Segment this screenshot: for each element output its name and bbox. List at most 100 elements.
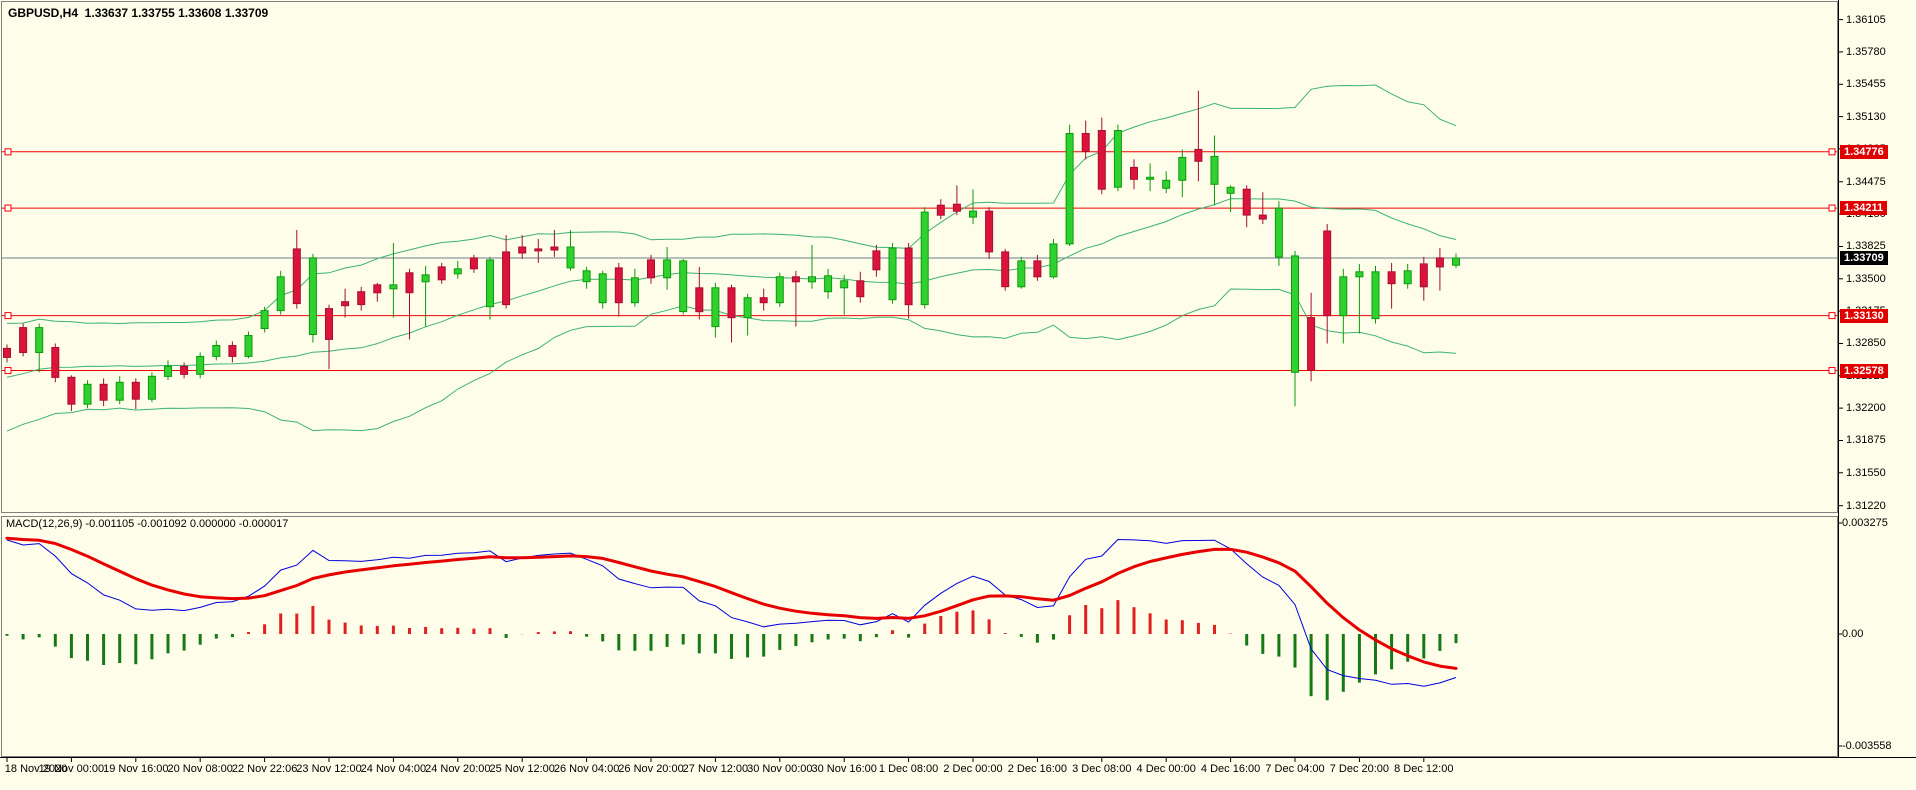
level-price-badge: 1.34211 — [1840, 201, 1888, 216]
time-tick-label: 19 Nov 00:00 — [38, 763, 105, 775]
candle-bull — [775, 272, 784, 307]
candle-bull — [840, 274, 849, 315]
candle-bull — [743, 293, 752, 336]
candle-bear — [759, 288, 768, 311]
time-tick-label: 26 Nov 04:00 — [553, 763, 620, 775]
candle-bull — [1355, 263, 1364, 334]
candle-bear — [1130, 159, 1138, 190]
candle-bear — [1323, 224, 1332, 344]
candle-bear — [67, 375, 76, 412]
line-handle-icon[interactable] — [1828, 312, 1836, 320]
candle-bear — [647, 254, 655, 284]
price-tick-label: 1.36105 — [1846, 13, 1886, 26]
time-tick-label: 23 Nov 12:00 — [296, 763, 362, 775]
candle-bull — [244, 331, 253, 359]
candle-bear — [1258, 192, 1267, 225]
candle-bear — [341, 288, 350, 318]
candle-bull — [389, 243, 398, 318]
level-price-badge: 1.34776 — [1840, 144, 1888, 159]
time-tick-label: 7 Dec 20:00 — [1329, 763, 1390, 775]
line-handle-icon[interactable] — [4, 367, 12, 375]
candle-bear — [51, 343, 60, 383]
candle-bear — [180, 362, 189, 379]
candle-bull — [582, 266, 591, 289]
time-tick-label: 20 Nov 08:00 — [167, 763, 233, 775]
horizontal-level-lines[interactable] — [2, 148, 1838, 375]
candle-bull — [1403, 263, 1412, 289]
candle-bull — [1274, 201, 1283, 266]
candle-bear — [904, 243, 913, 319]
candle-bear — [228, 341, 237, 363]
candle-bear — [1387, 262, 1396, 309]
candle-bull — [486, 256, 494, 320]
macd-tick-label: -0.003558 — [1842, 740, 1892, 752]
candle-bull — [1017, 256, 1026, 289]
candle-bear — [1194, 90, 1203, 182]
candle-bear — [99, 378, 108, 407]
macd-histogram — [5, 600, 1458, 701]
candle-bull — [1049, 239, 1058, 279]
candle-bull — [212, 340, 221, 361]
line-handle-icon[interactable] — [4, 148, 12, 156]
time-tick-label: 25 Nov 12:00 — [489, 763, 555, 775]
candle-bear — [550, 230, 559, 257]
level-price-badge: 1.33130 — [1840, 308, 1888, 323]
candle-bear — [19, 323, 28, 357]
price-tick-label: 1.34475 — [1846, 175, 1886, 188]
candle-bull — [1226, 185, 1235, 213]
candle-bull — [920, 207, 929, 309]
candle-bear — [1001, 248, 1010, 291]
candle-bear — [872, 245, 881, 277]
candle-bull — [808, 245, 816, 289]
line-handle-icon[interactable] — [1828, 367, 1836, 375]
line-handle-icon[interactable] — [1828, 148, 1836, 156]
candle-bull — [969, 189, 977, 225]
time-tick-label: 26 Nov 20:00 — [618, 763, 684, 775]
candle-bear — [695, 266, 704, 320]
candle-bear — [405, 268, 414, 340]
time-tick-label: 2 Dec 00:00 — [943, 763, 1003, 775]
line-handle-icon[interactable] — [4, 204, 12, 212]
candle-bear — [131, 378, 140, 410]
candle-bull — [824, 268, 833, 299]
candle-bull — [421, 265, 430, 327]
time-tick-label: 30 Nov 16:00 — [811, 763, 877, 775]
candle-bull — [83, 380, 92, 409]
price-tick-label: 1.31550 — [1846, 466, 1886, 479]
price-tick-label: 1.35780 — [1846, 45, 1886, 58]
candle-bull — [1339, 268, 1348, 344]
candle-bear — [1097, 117, 1106, 195]
time-tick-label: 7 Dec 04:00 — [1265, 763, 1325, 775]
time-tick-label: 27 Nov 12:00 — [682, 763, 749, 775]
line-handle-icon[interactable] — [4, 312, 12, 320]
candles — [3, 90, 1460, 412]
candle-bull — [630, 268, 639, 307]
time-tick-label: 4 Dec 00:00 — [1136, 763, 1196, 775]
candle-bull — [566, 230, 575, 271]
candle-bull — [1162, 171, 1171, 194]
candle-bull — [147, 372, 156, 403]
time-tick-label: 30 Nov 00:00 — [747, 763, 813, 775]
price-tick-label: 1.35130 — [1846, 110, 1886, 123]
candle-bear — [985, 207, 994, 259]
candle-bear — [936, 199, 945, 220]
candle-bear — [1307, 292, 1316, 382]
candle-bull — [1113, 124, 1122, 192]
line-handle-icon[interactable] — [1828, 204, 1836, 212]
time-tick-label: 1 Dec 08:00 — [878, 763, 939, 775]
bollinger-upper — [6, 84, 1457, 325]
candle-bear — [1081, 120, 1090, 160]
candle-bear — [727, 284, 736, 343]
time-tick-label: 8 Dec 12:00 — [1394, 763, 1454, 775]
candle-bull — [196, 352, 205, 379]
time-tick-label: 18 Nov 2020 — [4, 763, 68, 775]
candle-bull — [1210, 135, 1219, 206]
current-price-badge: 1.33709 — [1840, 251, 1888, 265]
candle-bear — [856, 271, 865, 303]
time-tick-label: 22 Nov 22:06 — [231, 763, 298, 775]
candle-bull — [1146, 163, 1155, 192]
candle-bull — [679, 258, 688, 315]
candle-bull — [1178, 149, 1187, 198]
